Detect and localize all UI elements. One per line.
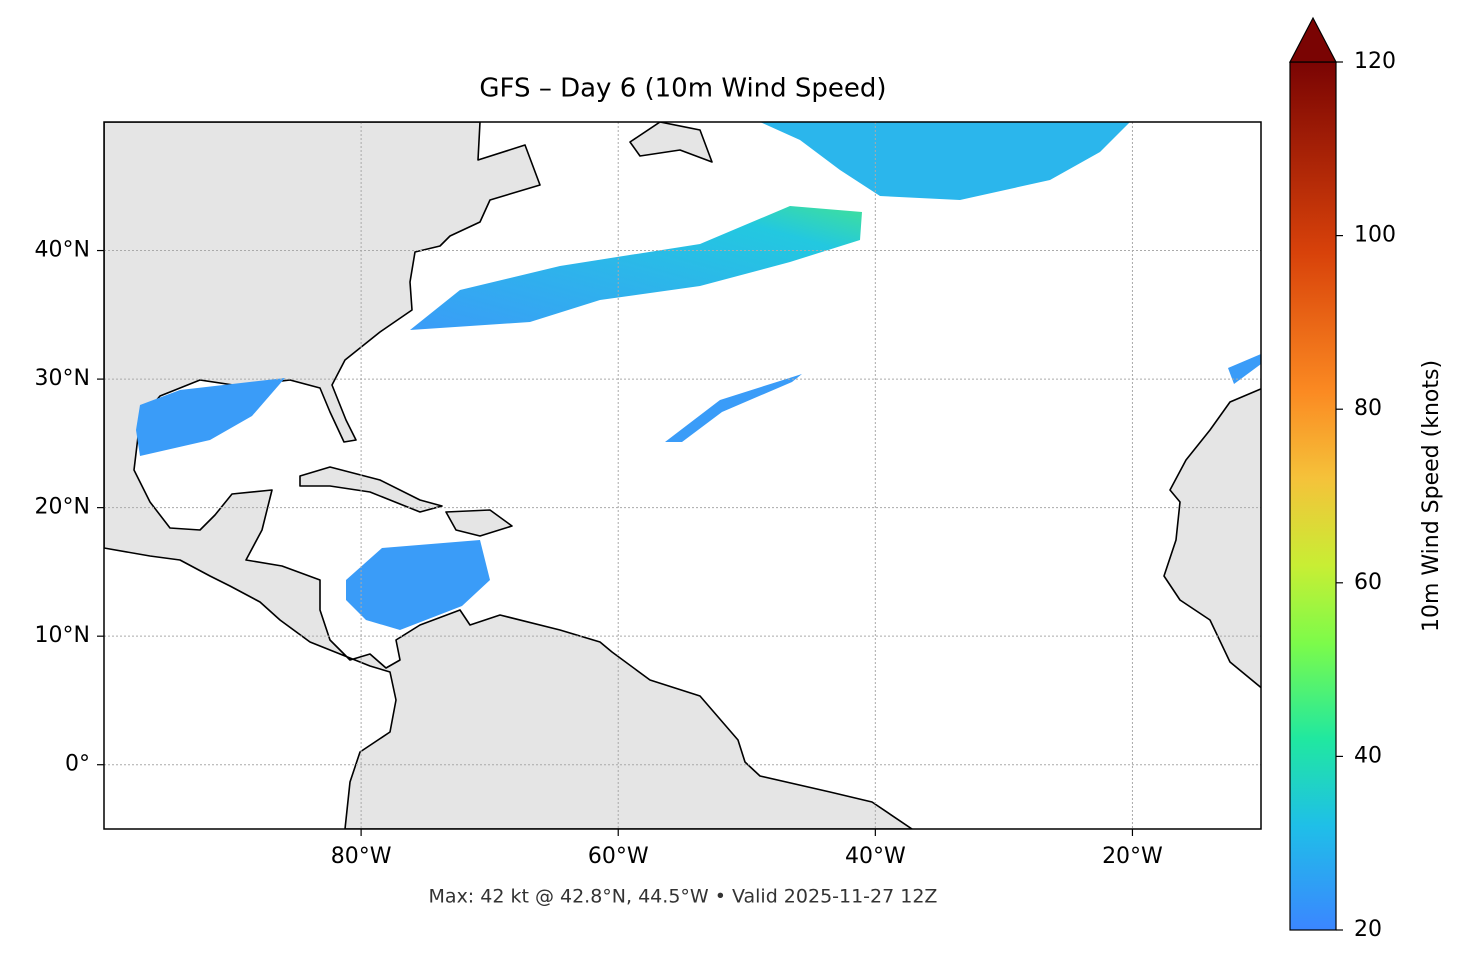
wind-area xyxy=(346,540,490,630)
map-title: GFS – Day 6 (10m Wind Speed) xyxy=(479,74,886,104)
x-tick-label: 40°W xyxy=(845,844,906,869)
cuba xyxy=(299,466,443,513)
y-tick-label: 0° xyxy=(65,752,90,777)
wind-area xyxy=(760,122,1130,200)
colorbar-tick-label: 40 xyxy=(1354,743,1382,768)
colorbar-tick-label: 100 xyxy=(1354,223,1396,248)
wind-area xyxy=(136,378,285,456)
colorbar-tick-label: 60 xyxy=(1354,570,1382,595)
x-tick-label: 80°W xyxy=(331,844,392,869)
newfoundland xyxy=(629,122,713,163)
wind-area xyxy=(1228,354,1261,384)
grid xyxy=(104,122,1261,829)
y-tick-label: 20°N xyxy=(35,495,90,520)
y-tick-label: 40°N xyxy=(35,238,90,263)
x-tick-label: 20°W xyxy=(1102,844,1163,869)
colorbar-tick-label: 20 xyxy=(1354,917,1382,942)
colorbar-tick-label: 120 xyxy=(1354,49,1396,74)
africa xyxy=(1163,387,1261,689)
x-tick-label: 60°W xyxy=(588,844,649,869)
map-layer xyxy=(104,122,1261,829)
hispaniola xyxy=(445,509,513,537)
y-tick-label: 10°N xyxy=(35,623,90,648)
wind-area xyxy=(665,374,802,442)
wind-area xyxy=(410,206,862,330)
footer-note: Max: 42 kt @ 42.8°N, 44.5°W • Valid 2025… xyxy=(429,886,938,908)
colorbar-label: 10m Wind Speed (knots) xyxy=(1419,360,1444,632)
colorbar-tick-label: 80 xyxy=(1354,396,1382,421)
land xyxy=(104,122,913,829)
y-tick-label: 30°N xyxy=(35,366,90,391)
map-frame xyxy=(103,121,1262,830)
colorbar-extend xyxy=(1289,16,1337,63)
colorbar xyxy=(1289,61,1337,931)
